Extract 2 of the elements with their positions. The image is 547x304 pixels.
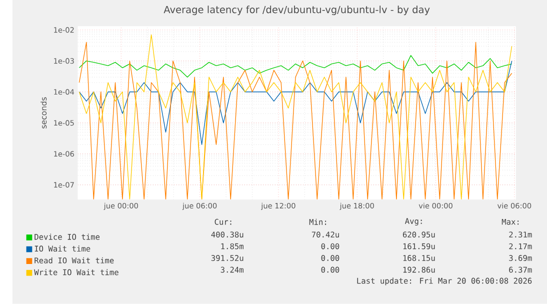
line-series (78, 55, 512, 78)
chart-title: Average latency for /dev/ubuntu-vg/ubuntu-lv - by day (164, 6, 430, 16)
